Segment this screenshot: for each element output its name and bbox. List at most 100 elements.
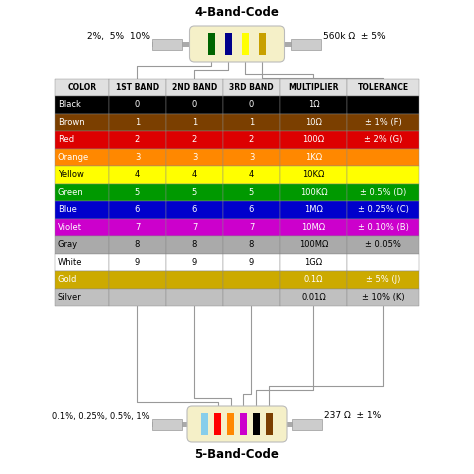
Text: ± 0.10% (B): ± 0.10% (B)	[357, 223, 409, 232]
Text: COLOR: COLOR	[67, 83, 97, 92]
FancyBboxPatch shape	[223, 201, 280, 219]
FancyBboxPatch shape	[280, 254, 347, 271]
FancyBboxPatch shape	[347, 96, 419, 113]
FancyBboxPatch shape	[109, 113, 166, 131]
FancyBboxPatch shape	[166, 148, 223, 166]
FancyBboxPatch shape	[347, 254, 419, 271]
FancyBboxPatch shape	[55, 219, 109, 236]
FancyBboxPatch shape	[166, 219, 223, 236]
Text: 7: 7	[135, 223, 140, 232]
Text: 1KΩ: 1KΩ	[305, 153, 322, 162]
FancyBboxPatch shape	[280, 113, 347, 131]
FancyBboxPatch shape	[166, 271, 223, 289]
Text: ± 1% (F): ± 1% (F)	[365, 118, 401, 127]
Text: 1: 1	[135, 118, 140, 127]
FancyBboxPatch shape	[259, 33, 266, 55]
Text: 0.1%, 0.25%, 0.5%, 1%: 0.1%, 0.25%, 0.5%, 1%	[52, 411, 150, 420]
Text: 100MΩ: 100MΩ	[299, 240, 328, 249]
FancyBboxPatch shape	[214, 413, 221, 435]
FancyBboxPatch shape	[223, 96, 280, 113]
FancyBboxPatch shape	[347, 271, 419, 289]
Text: 237 Ω  ± 1%: 237 Ω ± 1%	[324, 411, 381, 420]
FancyBboxPatch shape	[280, 42, 321, 46]
FancyBboxPatch shape	[109, 201, 166, 219]
Text: ± 0.05%: ± 0.05%	[365, 240, 401, 249]
Text: Blue: Blue	[58, 205, 77, 214]
FancyBboxPatch shape	[55, 148, 109, 166]
Text: Yellow: Yellow	[58, 170, 84, 179]
FancyBboxPatch shape	[265, 413, 273, 435]
Text: Black: Black	[58, 100, 81, 109]
FancyBboxPatch shape	[242, 33, 249, 55]
Text: 560k Ω  ± 5%: 560k Ω ± 5%	[323, 31, 386, 40]
FancyBboxPatch shape	[347, 219, 419, 236]
Text: Silver: Silver	[58, 293, 82, 302]
Text: Brown: Brown	[58, 118, 85, 127]
Text: 7: 7	[249, 223, 254, 232]
FancyBboxPatch shape	[109, 79, 166, 96]
FancyBboxPatch shape	[166, 166, 223, 183]
FancyBboxPatch shape	[55, 166, 109, 183]
Text: 0: 0	[192, 100, 197, 109]
Text: 5-Band-Code: 5-Band-Code	[194, 448, 280, 462]
FancyBboxPatch shape	[55, 271, 109, 289]
Text: 6: 6	[135, 205, 140, 214]
FancyBboxPatch shape	[223, 219, 280, 236]
Text: 1MΩ: 1MΩ	[304, 205, 323, 214]
FancyBboxPatch shape	[223, 148, 280, 166]
Text: 10Ω: 10Ω	[305, 118, 322, 127]
Text: 0: 0	[249, 100, 254, 109]
Text: 2: 2	[135, 135, 140, 144]
FancyBboxPatch shape	[280, 148, 347, 166]
FancyBboxPatch shape	[280, 289, 347, 306]
Text: 4: 4	[249, 170, 254, 179]
FancyBboxPatch shape	[109, 131, 166, 148]
Text: 1Ω: 1Ω	[308, 100, 319, 109]
Text: 3RD BAND: 3RD BAND	[229, 83, 274, 92]
FancyBboxPatch shape	[55, 131, 109, 148]
FancyBboxPatch shape	[223, 271, 280, 289]
Text: 2: 2	[249, 135, 254, 144]
FancyBboxPatch shape	[280, 201, 347, 219]
FancyBboxPatch shape	[153, 38, 182, 49]
Text: 8: 8	[135, 240, 140, 249]
FancyBboxPatch shape	[347, 113, 419, 131]
Text: 3: 3	[135, 153, 140, 162]
Text: 5: 5	[192, 188, 197, 197]
Text: Gold: Gold	[58, 275, 77, 284]
Text: 2%,  5%  10%: 2%, 5% 10%	[88, 31, 151, 40]
Text: 9: 9	[249, 258, 254, 267]
FancyBboxPatch shape	[347, 79, 419, 96]
FancyBboxPatch shape	[55, 289, 109, 306]
FancyBboxPatch shape	[109, 254, 166, 271]
FancyBboxPatch shape	[347, 166, 419, 183]
FancyBboxPatch shape	[109, 219, 166, 236]
Text: 5: 5	[249, 188, 254, 197]
FancyBboxPatch shape	[55, 201, 109, 219]
FancyBboxPatch shape	[109, 96, 166, 113]
FancyBboxPatch shape	[223, 166, 280, 183]
Text: ± 5% (J): ± 5% (J)	[366, 275, 400, 284]
FancyBboxPatch shape	[223, 236, 280, 254]
FancyBboxPatch shape	[109, 271, 166, 289]
FancyBboxPatch shape	[166, 131, 223, 148]
FancyBboxPatch shape	[152, 419, 182, 429]
FancyBboxPatch shape	[347, 289, 419, 306]
FancyBboxPatch shape	[280, 183, 347, 201]
FancyBboxPatch shape	[109, 183, 166, 201]
FancyBboxPatch shape	[280, 219, 347, 236]
Text: ± 10% (K): ± 10% (K)	[362, 293, 404, 302]
FancyBboxPatch shape	[166, 79, 223, 96]
Text: MULTIPLIER: MULTIPLIER	[288, 83, 339, 92]
Text: Red: Red	[58, 135, 74, 144]
FancyBboxPatch shape	[223, 254, 280, 271]
FancyBboxPatch shape	[292, 38, 321, 49]
FancyBboxPatch shape	[152, 421, 192, 427]
FancyBboxPatch shape	[166, 113, 223, 131]
FancyBboxPatch shape	[55, 254, 109, 271]
FancyBboxPatch shape	[280, 236, 347, 254]
FancyBboxPatch shape	[227, 413, 234, 435]
Text: 9: 9	[192, 258, 197, 267]
Text: 3: 3	[192, 153, 197, 162]
Text: 0.01Ω: 0.01Ω	[301, 293, 326, 302]
